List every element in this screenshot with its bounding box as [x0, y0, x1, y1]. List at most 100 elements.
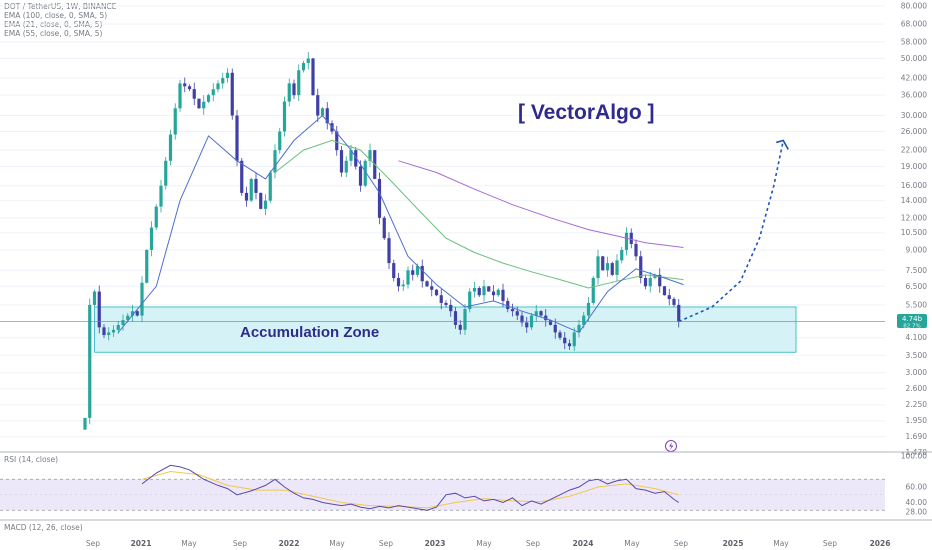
y-tick-label: 58.000 [901, 37, 927, 46]
time-axis[interactable]: Sep 2021 May Sep 2022 May Sep 2023 May Sep 2024 May… [86, 539, 891, 548]
y-tick-label: 3.000 [906, 368, 928, 377]
x-tick-label: Sep [379, 539, 393, 548]
y-tick-label: 7.500 [906, 266, 928, 275]
y-tick-label: 68.000 [901, 20, 927, 29]
candle-body [444, 302, 448, 305]
candle-body [520, 315, 524, 323]
candle-body [164, 160, 168, 186]
candle-body [130, 311, 135, 316]
x-tick-label: 2026 [870, 539, 891, 548]
x-tick-label: Sep [823, 539, 837, 548]
candle-body [553, 324, 557, 333]
candle-body [487, 286, 491, 292]
y-tick-label: 3.500 [906, 351, 928, 360]
candle-body [126, 315, 130, 321]
candle-body [102, 327, 106, 336]
price-badge-sub: 82 7% [903, 324, 920, 330]
x-tick-label: May [773, 539, 789, 548]
candle-body [501, 289, 505, 301]
candle-body [658, 274, 662, 287]
candle-body [643, 278, 648, 287]
candle-body [368, 150, 372, 161]
candle-body [287, 83, 291, 102]
candle-body [154, 206, 158, 228]
x-tick-label: Sep [674, 539, 688, 548]
x-tick-label: May [476, 539, 492, 548]
ema100-legend: EMA (100, close, 0, SMA, 5) [4, 11, 108, 20]
accumulation-zone-label: Accumulation Zone [240, 324, 379, 341]
candle-body [297, 70, 301, 96]
candle-body [88, 304, 92, 418]
candle-body [482, 286, 486, 296]
candle-body [244, 192, 249, 201]
candle-body [563, 337, 567, 344]
candle-body [178, 83, 182, 109]
candle-body [211, 89, 215, 96]
candle-body [477, 288, 481, 296]
candle-body [168, 134, 173, 161]
candle-body [344, 160, 348, 173]
candle-body [216, 83, 220, 90]
candle-body [135, 311, 139, 316]
candle-body [335, 131, 339, 151]
candle-body [121, 320, 125, 325]
y-tick-label: 16.000 [901, 181, 927, 190]
candle-body [377, 178, 382, 218]
y-tick-label: 5.500 [906, 300, 928, 309]
candle-body [387, 238, 391, 264]
candle-body [411, 270, 415, 275]
rsi-tick-label: 28.00 [906, 507, 928, 516]
candle-body [230, 72, 234, 116]
candle-body [534, 311, 538, 316]
candle-body [140, 282, 144, 316]
candles [83, 52, 681, 430]
x-tick-label: 2022 [279, 539, 300, 548]
candle-body [311, 58, 315, 96]
rsi-ma-line [141, 470, 679, 509]
candle-body [145, 249, 149, 283]
price-badge: 4.74b 82 7% [897, 314, 927, 330]
price-axis[interactable]: 80.000 68.000 58.000 50.000 42.000 36.000 30.0… [901, 2, 927, 457]
candle-body [434, 289, 439, 296]
x-tick-label: Sep [526, 539, 540, 548]
y-tick-label: 2.250 [906, 400, 928, 409]
candle-body [539, 311, 543, 316]
candle-body [572, 332, 576, 347]
arrowhead [776, 139, 789, 150]
brand-label: [ VectorAlgo ] [518, 101, 655, 124]
candle-body [339, 150, 344, 173]
macd-label: MACD (12, 26, close) [4, 523, 83, 532]
candle-body [472, 288, 477, 292]
price-badge-value: 4.74b [902, 315, 923, 323]
candle-body [615, 260, 619, 275]
candle-body [149, 227, 154, 250]
candle-body [240, 160, 244, 193]
candle-body [558, 332, 562, 338]
y-tick-label: 36.000 [901, 91, 927, 100]
y-tick-label: 80.000 [901, 2, 927, 11]
y-tick-label: 50.000 [901, 54, 927, 63]
x-tick-label: May [624, 539, 640, 548]
candle-body [187, 86, 192, 90]
candle-body [83, 417, 87, 430]
candle-body [107, 332, 111, 336]
candle-body [316, 95, 320, 116]
candle-body [582, 315, 586, 325]
x-tick-label: 2025 [723, 539, 744, 548]
accumulation-zone [94, 306, 797, 353]
y-tick-label: 12.000 [901, 213, 927, 222]
candle-body [349, 150, 353, 161]
projection-arrow [678, 140, 785, 323]
x-tick-label: May [329, 539, 345, 548]
candle-body [510, 309, 515, 312]
ema55-legend: EMA (55, close, 0, SMA, 5) [4, 29, 103, 38]
candle-body [468, 291, 472, 310]
y-tick-label: 30.000 [901, 111, 927, 120]
candle-body [183, 83, 187, 87]
candle-body [197, 98, 201, 109]
grid [0, 5, 885, 453]
candle-body [449, 304, 453, 312]
lightning-icon[interactable] [665, 440, 677, 452]
x-tick-label: Sep [233, 539, 247, 548]
